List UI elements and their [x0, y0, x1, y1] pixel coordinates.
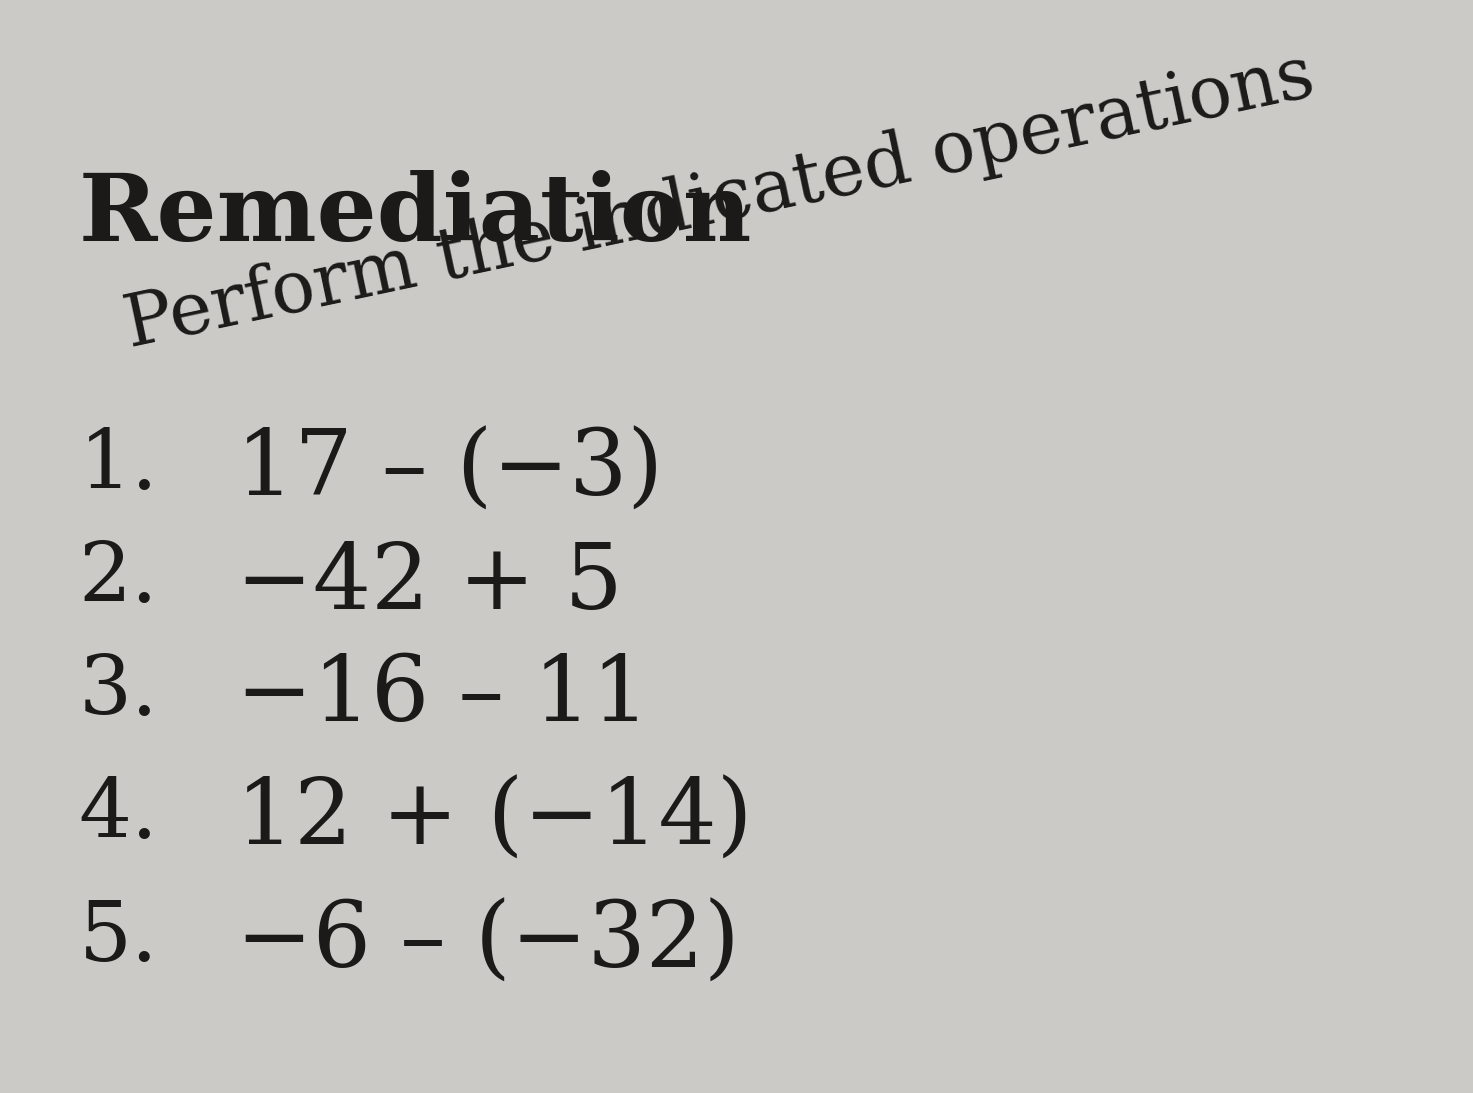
Text: 3.: 3.	[78, 651, 158, 732]
Text: 17 – (−3): 17 – (−3)	[236, 426, 663, 515]
Text: −6 – (−32): −6 – (−32)	[236, 898, 739, 987]
Text: 5.: 5.	[78, 898, 158, 978]
Text: −16 – 11: −16 – 11	[236, 651, 650, 740]
Text: Remediation: Remediation	[78, 169, 751, 260]
Text: Perform the indicated operations: Perform the indicated operations	[118, 40, 1320, 362]
Text: 4.: 4.	[78, 775, 158, 855]
Text: 12 + (−14): 12 + (−14)	[236, 775, 753, 863]
Text: −42 + 5: −42 + 5	[236, 539, 623, 627]
Text: 1.: 1.	[78, 426, 158, 506]
Text: 2.: 2.	[78, 539, 158, 619]
